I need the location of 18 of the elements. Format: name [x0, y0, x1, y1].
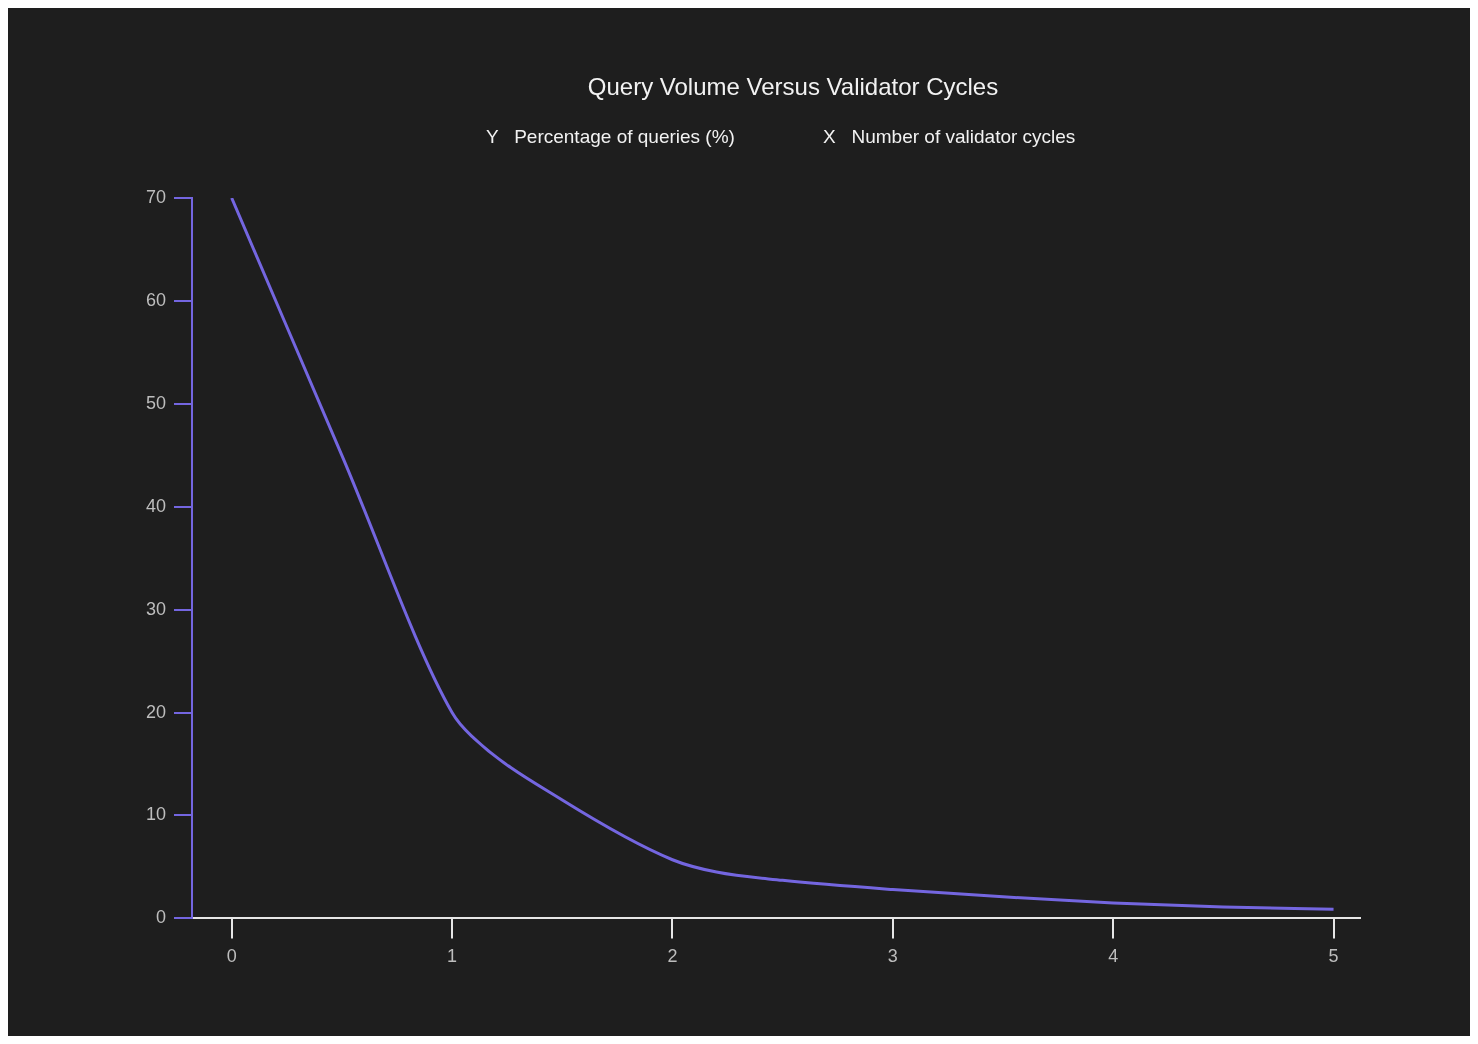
- x-tick-label: 1: [447, 946, 458, 967]
- y-tick-label: 0: [156, 907, 167, 928]
- chart-title: Query Volume Versus Validator Cycles: [587, 72, 999, 100]
- y-tick-label: 60: [145, 289, 167, 310]
- x-tick-label: 2: [667, 946, 678, 967]
- y-tick-label: 50: [145, 392, 167, 413]
- y-tick-label: 70: [145, 186, 167, 207]
- x-axis-title: X Number of validator cycles: [823, 126, 1076, 148]
- y-tick-label: 40: [145, 495, 167, 516]
- y-tick-label: 20: [145, 701, 167, 722]
- line-series: [230, 198, 1336, 911]
- x-tick-label: 3: [887, 946, 898, 967]
- x-tick-label: 5: [1328, 946, 1339, 967]
- y-tick-label: 10: [145, 804, 167, 825]
- y-axis-title: Y Percentage of queries (%): [486, 126, 735, 148]
- x-tick-label: 4: [1108, 946, 1119, 967]
- y-tick-label: 30: [145, 598, 167, 619]
- x-tick-label: 0: [226, 946, 237, 967]
